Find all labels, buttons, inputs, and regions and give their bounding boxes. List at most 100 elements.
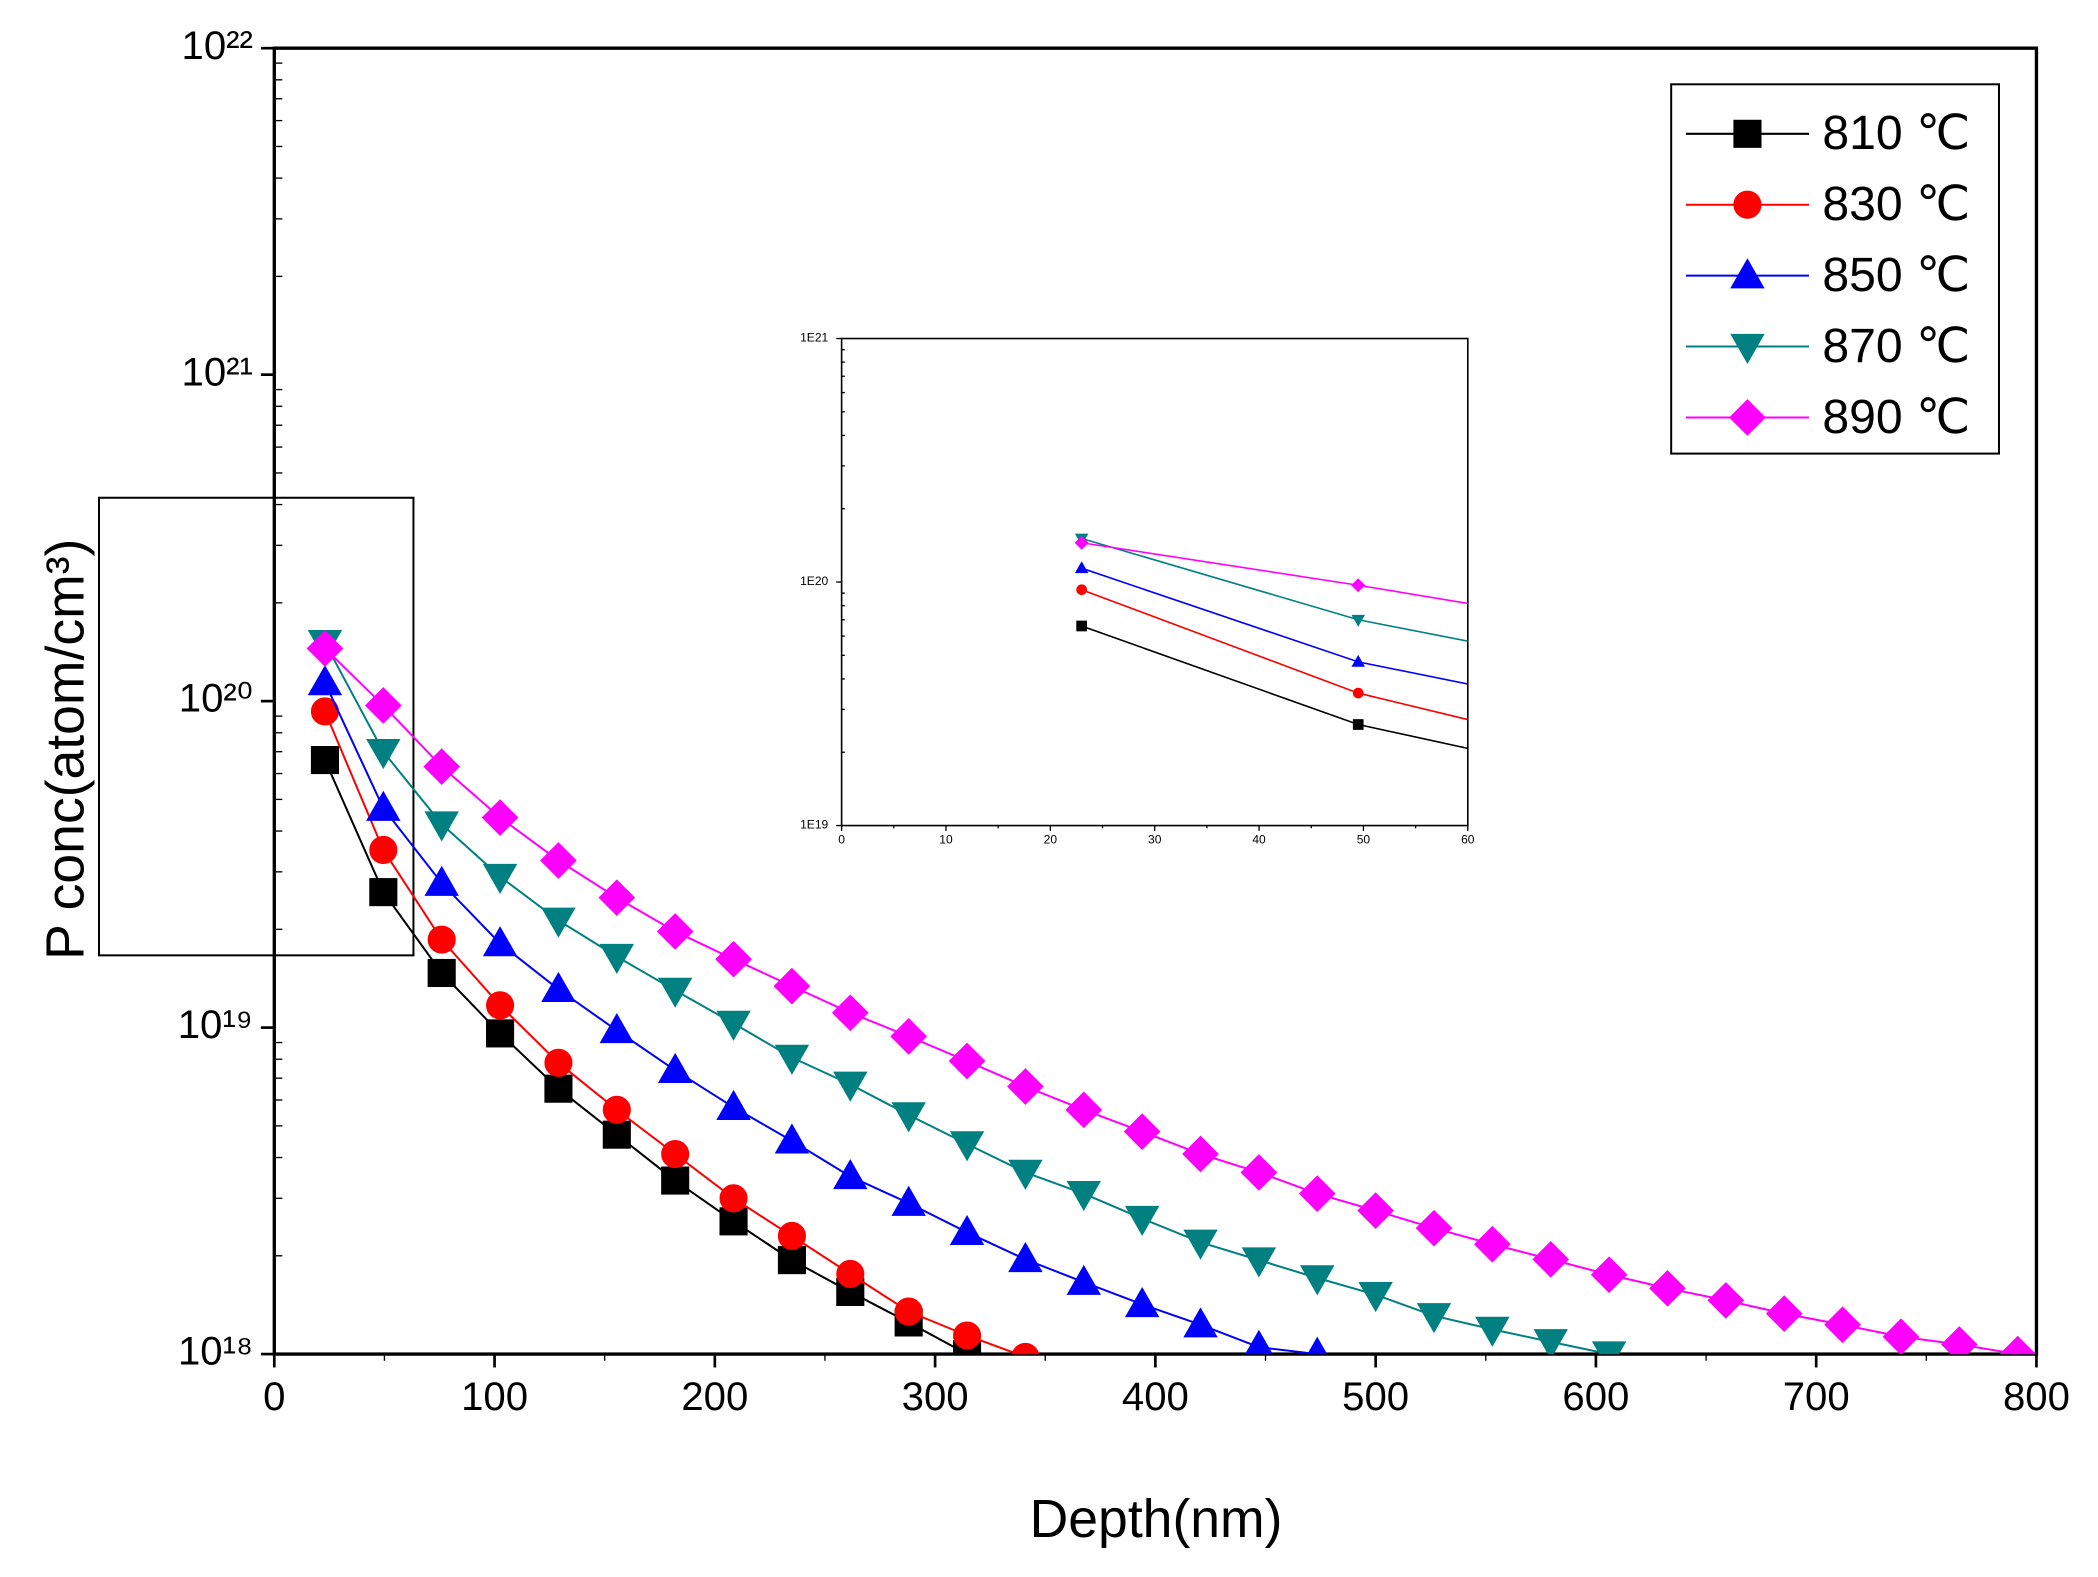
marker [774, 1044, 810, 1075]
marker [831, 994, 869, 1032]
legend-box [1670, 83, 2000, 455]
marker [599, 1013, 635, 1044]
y-tick-label: 1E20 [800, 574, 828, 588]
marker [1358, 1281, 1393, 1313]
x-tick-label: 600 [1562, 1374, 1629, 1419]
marker [1066, 1264, 1101, 1295]
y-tick-label: 10²² [182, 23, 253, 68]
x-tick-label: 700 [1783, 1374, 1850, 1419]
line [324, 759, 968, 1355]
marker [306, 630, 344, 667]
legend-label: 830 ℃ [1822, 177, 1970, 231]
marker [657, 977, 693, 1008]
x-tick-label: 0 [838, 833, 845, 847]
marker [540, 842, 577, 879]
marker [364, 687, 402, 724]
legend-label: 810 ℃ [1822, 106, 1970, 160]
marker [366, 790, 401, 821]
x-tick-label: 400 [1122, 1374, 1189, 1419]
marker [1300, 1265, 1335, 1296]
marker [1352, 687, 1364, 699]
marker [1124, 1286, 1160, 1318]
marker [602, 1120, 631, 1149]
marker [598, 879, 636, 917]
marker [1474, 1225, 1511, 1263]
legend-label: 870 ℃ [1822, 319, 1970, 373]
marker [774, 1123, 810, 1154]
marker [773, 967, 811, 1005]
marker [307, 665, 343, 696]
x-tick-label: 0 [263, 1374, 285, 1419]
x-tick-label: 200 [681, 1374, 748, 1419]
marker [1533, 1329, 1568, 1355]
y-tick-label: 1E19 [800, 818, 828, 832]
series [310, 697, 1040, 1355]
marker [486, 991, 515, 1020]
marker [1124, 1205, 1160, 1237]
marker [1630, 780, 1639, 789]
marker [482, 926, 518, 957]
marker [1629, 625, 1641, 637]
marker [1905, 663, 1917, 675]
marker [544, 1048, 573, 1077]
marker [599, 943, 635, 975]
legend-marker [1730, 333, 1765, 364]
marker [661, 1139, 690, 1169]
marker [1590, 1256, 1628, 1294]
marker [1765, 1295, 1803, 1332]
marker [1475, 1316, 1510, 1347]
marker [777, 1246, 806, 1275]
marker [1999, 1335, 2037, 1355]
x-tick-label: 60 [1461, 833, 1475, 847]
legend-marker [1733, 190, 1762, 219]
marker [427, 925, 456, 954]
marker [716, 1089, 751, 1121]
legend-label: 890 ℃ [1822, 390, 1970, 444]
x-tick-label: 20 [1044, 833, 1058, 847]
marker [657, 1052, 693, 1084]
marker [1351, 578, 1366, 593]
x-tick-label: 300 [902, 1374, 969, 1419]
marker [1065, 1091, 1103, 1129]
marker [891, 1102, 926, 1133]
x-tick-label: 800 [2003, 1374, 2070, 1419]
marker [1649, 1269, 1686, 1307]
y-tick-label: 10¹⁹ [178, 1002, 253, 1047]
marker [891, 1185, 926, 1216]
marker [424, 865, 459, 896]
y-tick-label: 10²⁰ [179, 676, 253, 721]
marker [719, 1207, 748, 1236]
marker [1415, 1209, 1453, 1247]
marker [1906, 757, 1917, 767]
marker [1907, 804, 1916, 813]
marker [1123, 1113, 1161, 1151]
inset-frame [840, 337, 1469, 827]
marker [1416, 1303, 1452, 1334]
marker [1629, 712, 1640, 722]
marker [481, 799, 519, 836]
legend-label: 850 ℃ [1822, 248, 1970, 302]
marker [716, 1010, 751, 1041]
marker [719, 1184, 748, 1213]
marker [544, 1074, 573, 1103]
marker [833, 1071, 868, 1102]
series [1076, 620, 1639, 789]
marker [1824, 1306, 1861, 1344]
marker [424, 811, 459, 842]
marker [1008, 1159, 1043, 1190]
marker [1307, 1336, 1328, 1355]
series [306, 630, 2037, 1355]
marker [1182, 1135, 1219, 1173]
marker [366, 738, 401, 770]
marker [1076, 620, 1087, 632]
marker [1183, 1229, 1218, 1260]
marker [1074, 561, 1089, 574]
marker [541, 907, 576, 938]
y-tick-label: 10¹⁸ [178, 1329, 253, 1374]
x-tick-label: 10 [939, 833, 953, 847]
legend-marker [1733, 119, 1762, 148]
x-tick-label: 40 [1252, 833, 1266, 847]
marker [1357, 1192, 1394, 1229]
series [1074, 561, 1917, 767]
marker [715, 940, 752, 978]
